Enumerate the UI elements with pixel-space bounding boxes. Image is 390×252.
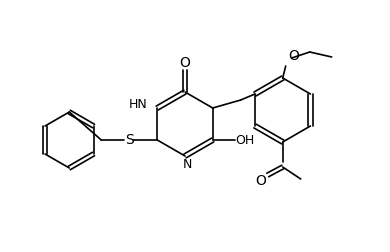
Text: S: S xyxy=(125,133,134,147)
Text: O: O xyxy=(255,174,266,188)
Text: O: O xyxy=(288,49,299,63)
Text: O: O xyxy=(179,56,190,70)
Text: HN: HN xyxy=(129,98,147,110)
Text: N: N xyxy=(182,159,192,172)
Text: OH: OH xyxy=(235,134,254,146)
